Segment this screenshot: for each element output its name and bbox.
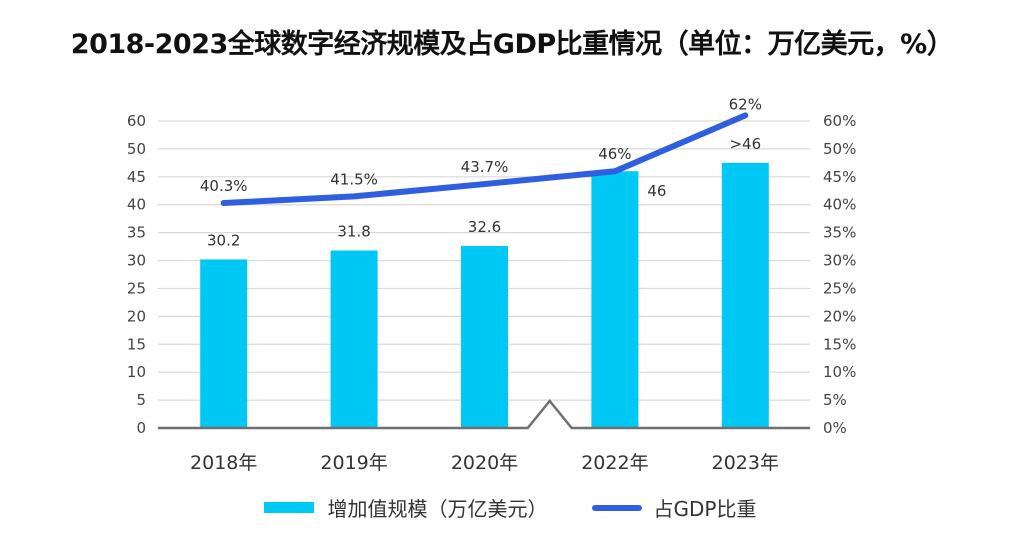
axis-break-baseline [158, 399, 810, 430]
left-tick-label: 0 [136, 419, 146, 437]
x-tick-label: 2023年 [712, 452, 779, 474]
legend-line-label: 占GDP比重 [653, 497, 757, 521]
x-axis-ticks: 2018年 2019年 2020年 2022年 2023年 [190, 452, 779, 474]
legend-bar-label: 增加值规模（万亿美元） [327, 497, 548, 521]
right-tick-label: 60% [823, 112, 856, 130]
bar-data-label: 31.8 [337, 222, 370, 240]
left-tick-label: 45 [127, 168, 146, 186]
line-data-label: 43.7% [461, 158, 509, 176]
x-tick-label: 2020年 [451, 452, 518, 474]
line-data-label: 40.3% [200, 177, 248, 195]
left-tick-label: 25 [127, 279, 146, 297]
bar [461, 246, 508, 428]
right-tick-label: 15% [823, 335, 856, 353]
left-tick-label: 60 [127, 112, 146, 130]
left-axis-ticks: 0 5 10 15 20 25 30 35 40 45 50 60 [127, 112, 146, 437]
legend-item-line[interactable]: 占GDP比重 [591, 493, 757, 522]
chart-title: 2018-2023全球数字经济规模及占GDP比重情况（单位：万亿美元，%） [70, 29, 954, 60]
bar-data-label: 46 [647, 182, 666, 200]
bar [330, 250, 378, 428]
bar [200, 259, 248, 428]
x-tick-label: 2022年 [581, 452, 648, 474]
left-tick-label: 50 [127, 140, 146, 158]
bar-data-labels: 30.2 31.8 32.6 46 >46 [207, 135, 761, 250]
x-axis-baseline [158, 399, 810, 430]
right-axis-ticks: 0% 5% 10% 15% 20% 25% 30% 35% 40% 45% 50% 60% [823, 112, 856, 437]
right-tick-label: 25% [823, 279, 856, 297]
x-tick-label: 2019年 [320, 452, 387, 474]
right-tick-label: 0% [823, 419, 847, 437]
bar-series [200, 162, 769, 428]
legend-item-bar[interactable]: 增加值规模（万亿美元） [263, 493, 548, 522]
left-tick-label: 15 [127, 335, 146, 353]
bar-data-label: 30.2 [207, 231, 240, 249]
legend-line-swatch [591, 504, 642, 511]
right-tick-label: 20% [823, 307, 856, 325]
right-tick-label: 30% [823, 252, 856, 270]
x-tick-label: 2018年 [190, 452, 257, 474]
right-tick-label: 5% [823, 391, 847, 409]
bar-data-label: 32.6 [468, 218, 501, 236]
legend: 增加值规模（万亿美元） 占GDP比重 [0, 493, 1024, 522]
right-tick-label: 35% [823, 224, 856, 242]
right-tick-label: 10% [823, 363, 856, 381]
line-series [220, 112, 749, 207]
line-data-labels: 40.3% 41.5% 43.7% 46% 62% [200, 95, 762, 195]
line-data-label: 41.5% [330, 170, 378, 188]
left-tick-label: 30 [127, 252, 146, 270]
bar-data-label: >46 [729, 135, 761, 153]
line-data-label: 62% [729, 95, 762, 113]
bar [591, 171, 639, 428]
right-tick-label: 45% [823, 168, 856, 186]
line-data-label: 46% [598, 145, 631, 163]
left-tick-label: 5 [136, 391, 146, 409]
left-tick-label: 10 [127, 363, 146, 381]
left-tick-label: 35 [127, 224, 146, 242]
bar [721, 162, 769, 428]
left-tick-label: 20 [127, 307, 146, 325]
legend-bar-swatch [263, 502, 314, 513]
right-tick-label: 50% [823, 140, 856, 158]
right-tick-label: 40% [823, 196, 856, 214]
left-tick-label: 40 [127, 196, 146, 214]
